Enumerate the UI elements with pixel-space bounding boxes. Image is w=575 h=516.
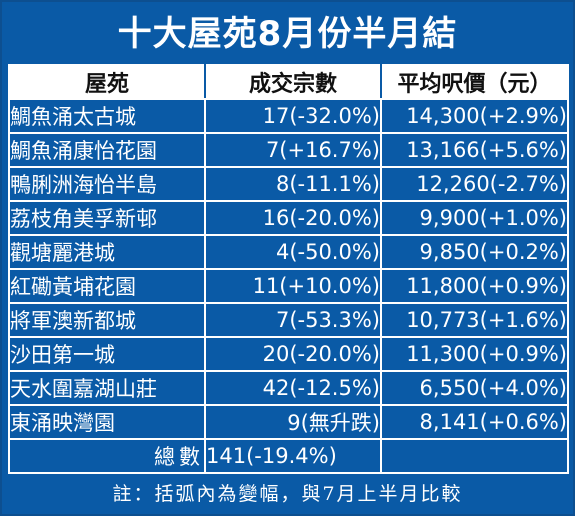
deals-cell: 8(-11.1%) — [204, 166, 382, 202]
estate-name-cell: 鯛魚涌太古城 — [8, 98, 206, 134]
estate-name-cell: 荔枝角美孚新邨 — [8, 200, 206, 236]
table-body: 鯛魚涌太古城 17(-32.0%) 14,300(+2.9%) 鯛魚涌康怡花園 7(+1… — [8, 98, 569, 474]
estate-name-cell: 東涌映灣園 — [8, 404, 206, 440]
table-row: 鴨脷洲海怡半島 8(-11.1%) 12,260(-2.7%) — [8, 166, 569, 202]
table-row: 將軍澳新都城 7(-53.3%) 10,773(+1.6%) — [8, 302, 569, 338]
price-cell: 10,773(+1.6%) — [380, 302, 569, 338]
table-row: 荔枝角美孚新邨 16(-20.0%) 9,900(+1.0%) — [8, 200, 569, 236]
price-cell: 6,550(+4.0%) — [380, 370, 569, 406]
total-row: 總數 141(-19.4%) — [8, 438, 569, 474]
footnote: 註：括弧內為變幅，與7月上半月比較 — [112, 483, 463, 505]
deals-cell: 9(無升跌) — [204, 404, 382, 440]
deals-cell: 7(-53.3%) — [204, 302, 382, 338]
estate-name-cell: 沙田第一城 — [8, 336, 206, 372]
estate-name-cell: 天水圍嘉湖山莊 — [8, 370, 206, 406]
price-cell: 8,141(+0.6%) — [380, 404, 569, 440]
estate-name-cell: 觀塘麗港城 — [8, 234, 206, 270]
deals-cell: 7(+16.7%) — [204, 132, 382, 168]
price-cell: 12,260(-2.7%) — [380, 166, 569, 202]
table-row: 天水圍嘉湖山莊 42(-12.5%) 6,550(+4.0%) — [8, 370, 569, 406]
deals-cell: 16(-20.0%) — [204, 200, 382, 236]
chart-title: 十大屋苑8月份半月結 — [117, 14, 458, 54]
table-row: 觀塘麗港城 4(-50.0%) 9,850(+0.2%) — [8, 234, 569, 270]
price-cell: 11,800(+0.9%) — [380, 268, 569, 304]
header-row: 屋苑 成交宗數 平均呎價（元） — [8, 64, 569, 100]
total-deals-cell: 141(-19.4%) — [204, 438, 382, 474]
estate-name-cell: 紅磡黃埔花園 — [8, 268, 206, 304]
column-header-estate: 屋苑 — [8, 64, 206, 100]
table-row: 紅磡黃埔花園 11(+10.0%) 11,800(+0.9%) — [8, 268, 569, 304]
estate-name-cell: 鴨脷洲海怡半島 — [8, 166, 206, 202]
total-price-cell — [380, 438, 569, 474]
deals-cell: 17(-32.0%) — [204, 98, 382, 134]
table-row: 鯛魚涌康怡花園 7(+16.7%) 13,166(+5.6%) — [8, 132, 569, 168]
deals-cell: 4(-50.0%) — [204, 234, 382, 270]
column-header-price: 平均呎價（元） — [380, 64, 569, 100]
deals-cell: 42(-12.5%) — [204, 370, 382, 406]
price-cell: 14,300(+2.9%) — [380, 98, 569, 134]
estate-name-cell: 鯛魚涌康怡花園 — [8, 132, 206, 168]
column-header-deals: 成交宗數 — [204, 64, 382, 100]
price-cell: 13,166(+5.6%) — [380, 132, 569, 168]
price-cell: 9,850(+0.2%) — [380, 234, 569, 270]
table-row: 沙田第一城 20(-20.0%) 11,300(+0.9%) — [8, 336, 569, 372]
deals-cell: 20(-20.0%) — [204, 336, 382, 372]
price-cell: 11,300(+0.9%) — [380, 336, 569, 372]
table-row: 東涌映灣園 9(無升跌) 8,141(+0.6%) — [8, 404, 569, 440]
data-table: 屋苑 成交宗數 平均呎價（元） 鯛魚涌太古城 17(-32.0%) 14,300(+… — [8, 64, 569, 474]
price-cell: 9,900(+1.0%) — [380, 200, 569, 236]
estate-name-cell: 將軍澳新都城 — [8, 302, 206, 338]
deals-cell: 11(+10.0%) — [204, 268, 382, 304]
table-row: 鯛魚涌太古城 17(-32.0%) 14,300(+2.9%) — [8, 98, 569, 134]
total-label: 總數 — [8, 438, 206, 474]
